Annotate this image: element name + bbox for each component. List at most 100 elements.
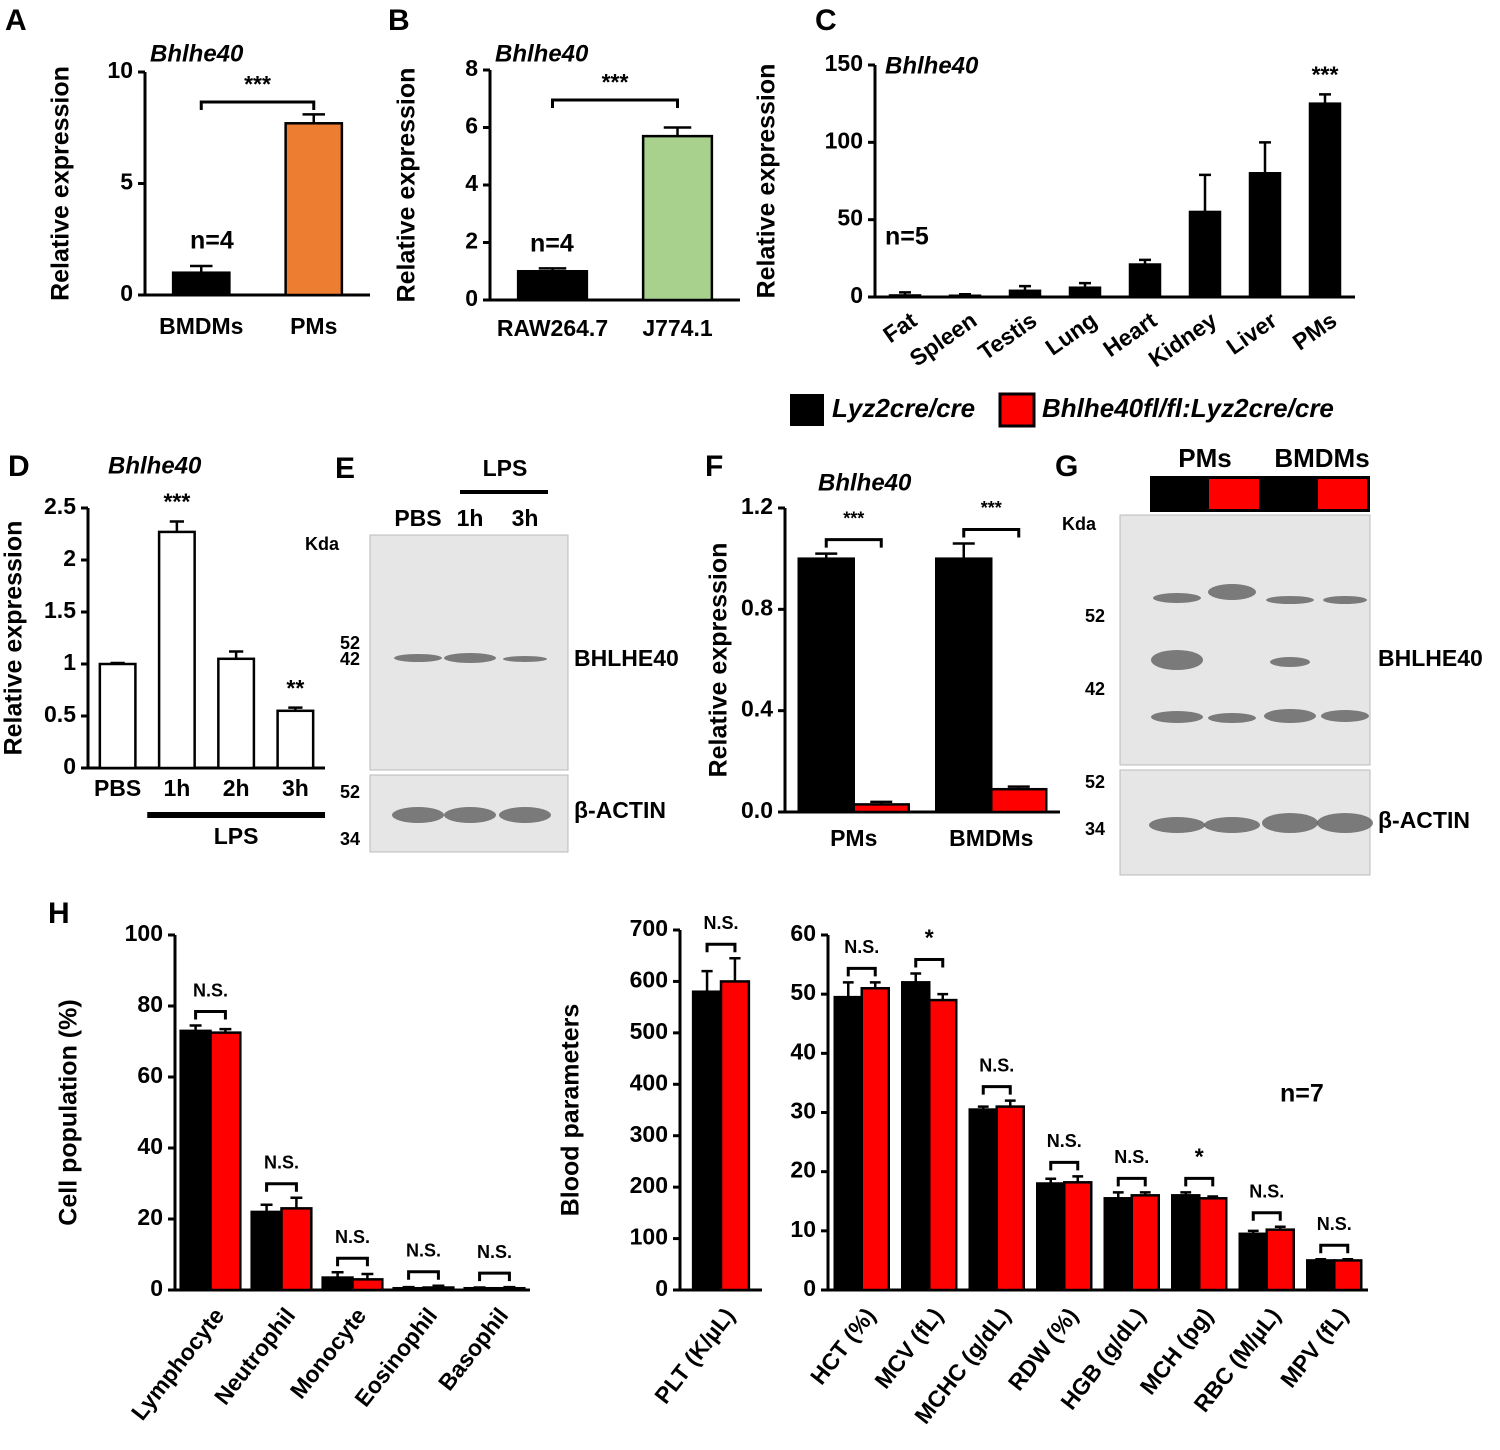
y-tick-label: 6 [465,113,478,139]
blot-band [1153,593,1201,603]
blot-band [444,807,496,823]
y-tick-label: 200 [630,1172,668,1198]
blot-band [1264,709,1316,723]
significance-label: *** [163,489,190,515]
x-tick-label: 1h [163,775,190,801]
significance-bracket [478,1271,511,1282]
x-tick-label: Liver [1221,307,1281,360]
y-tick-label: 5 [120,169,133,195]
y-tick-label: 80 [137,991,163,1017]
significance-bracket [846,966,877,977]
y-tick-label: 20 [137,1204,163,1230]
significance-label: *** [981,498,1002,518]
error-bar [1139,1191,1151,1196]
bar [157,530,196,770]
bar [493,1286,526,1292]
n-label: n=4 [190,227,234,255]
bar [1130,1194,1160,1292]
y-tick-label: 300 [630,1121,668,1147]
significance-label: *** [843,508,864,528]
error-bar [701,969,713,992]
significance-bracket [824,538,883,548]
significance-label: *** [1312,61,1339,87]
y-tick-label: 40 [790,1038,816,1064]
error-bar [538,267,567,272]
blot-band [1262,813,1318,833]
y-tick-label: 0.8 [741,594,773,620]
error-bar [302,113,325,124]
error-bar [959,292,971,296]
y-tick-label: 50 [790,979,816,1005]
y-tick-label: 60 [790,920,816,946]
x-tick-label: Basophil [433,1303,513,1396]
bar [948,294,982,299]
bar [1248,172,1282,299]
y-tick-label: 0 [465,285,478,311]
y-tick-label: 4 [465,170,478,196]
significance-bracket [981,1085,1012,1095]
blot-image [369,534,569,771]
blot-band [1151,650,1203,670]
bar [1128,263,1162,299]
error-bar [229,650,244,659]
y-tick-label: 600 [630,967,668,993]
error-bar [815,552,838,559]
error-bar [1180,1191,1192,1196]
significance-label: * [925,925,934,951]
error-bar [189,1024,202,1031]
significance-bracket [1116,1176,1147,1187]
bar [276,709,315,770]
group-label: BMDMs [1274,443,1369,473]
y-axis-label: Relative expression [393,68,421,303]
significance-bracket [199,100,316,110]
blot-band [1317,813,1373,833]
y-tick-label: 30 [790,1098,816,1124]
chart-title: Bhlhe40 [108,452,202,479]
significance-bracket [914,957,945,968]
marker-label: 52 [1085,772,1105,792]
significance-bracket [194,1010,227,1020]
bar [833,995,863,1292]
y-tick-label: 2.5 [44,493,76,519]
y-tick-label: 500 [630,1018,668,1044]
bar [1333,1259,1363,1292]
significance-bracket [962,527,1021,538]
chart-title: Bhlhe40 [495,40,589,67]
y-axis-label: Relative expression [0,521,28,756]
treatment-label: LPS [483,455,528,481]
bar [1036,1182,1066,1292]
blot-band [392,807,444,823]
significance-label: ** [286,675,304,701]
legend-label: Bhlhe40fl/fl:Lyz2cre/cre [1042,393,1334,423]
panel-label: F [705,450,723,483]
protein-label: β-ACTIN [1378,807,1470,833]
x-tick-label: BMDMs [949,825,1033,851]
error-bar [977,1105,989,1110]
blot-band [1208,713,1256,723]
y-tick-label: 0 [655,1275,668,1301]
y-tick-label: 0 [120,280,133,306]
panel-label: H [48,897,70,930]
bar [284,122,344,297]
significance-label: N.S. [335,1227,370,1247]
significance-bracket [1049,1160,1080,1171]
y-tick-label: 0 [63,753,76,779]
error-bar [1319,93,1331,104]
x-tick-label: 3h [282,775,309,801]
x-tick-label: BMDMs [159,313,243,339]
significance-label: N.S. [193,980,228,1000]
blot-band [1204,817,1260,833]
blot-band [1270,657,1310,667]
protein-label: BHLHE40 [1378,645,1483,671]
error-bar [260,1203,273,1212]
bar [1008,289,1042,299]
panel-label: E [335,452,355,485]
significance-label: N.S. [406,1240,441,1260]
error-bar [432,1284,445,1288]
significance-bracket [1319,1243,1350,1254]
x-tick-label: PBS [94,775,141,801]
significance-bracket [551,98,679,108]
error-bar [361,1272,374,1280]
bar [1188,210,1222,299]
significance-bracket [407,1270,440,1280]
